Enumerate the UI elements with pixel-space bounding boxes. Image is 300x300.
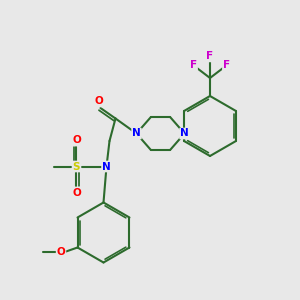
Text: N: N <box>132 128 141 139</box>
Text: F: F <box>223 60 230 70</box>
Text: N: N <box>102 161 111 172</box>
Text: F: F <box>206 51 214 62</box>
Text: O: O <box>72 135 81 146</box>
Text: O: O <box>94 96 103 106</box>
Text: O: O <box>57 247 65 257</box>
Text: F: F <box>190 60 197 70</box>
Text: O: O <box>72 188 81 198</box>
Text: N: N <box>180 128 189 139</box>
Text: S: S <box>73 161 80 172</box>
